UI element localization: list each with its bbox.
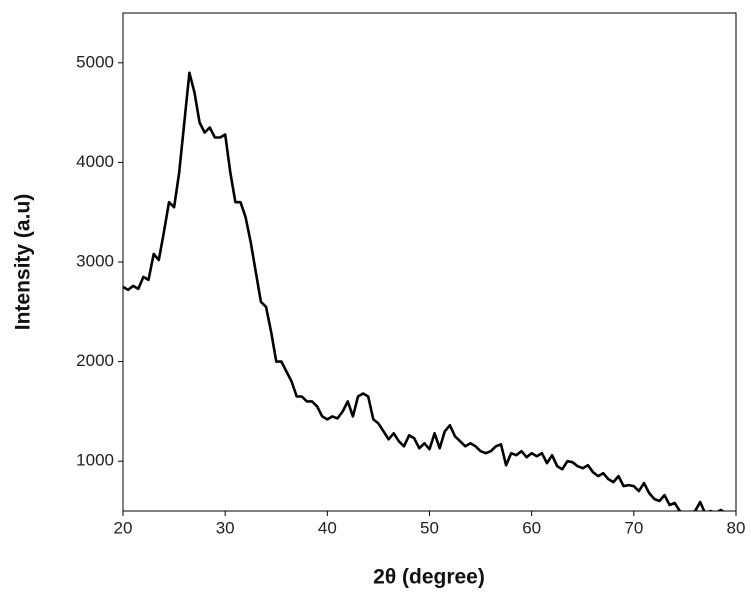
- x-tick-label: 60: [522, 518, 541, 537]
- y-tick-label: 3000: [76, 251, 114, 270]
- plot-frame: [122, 12, 737, 512]
- x-tick-label: 30: [216, 518, 235, 537]
- x-tick-label: 20: [114, 518, 133, 537]
- x-tick-label: 40: [318, 518, 337, 537]
- y-tick-label: 1000: [76, 451, 114, 470]
- x-axis-title: 2θ (degree): [373, 566, 485, 589]
- y-tick-label: 5000: [76, 52, 114, 71]
- data-line: [123, 71, 725, 511]
- x-tick-label: 50: [420, 518, 439, 537]
- y-tick-label: 4000: [76, 152, 114, 171]
- y-axis-title: Intensity (a.u): [12, 194, 35, 331]
- y-tick-label: 2000: [76, 351, 114, 370]
- x-tick-label: 80: [727, 518, 746, 537]
- x-tick-label: 70: [624, 518, 643, 537]
